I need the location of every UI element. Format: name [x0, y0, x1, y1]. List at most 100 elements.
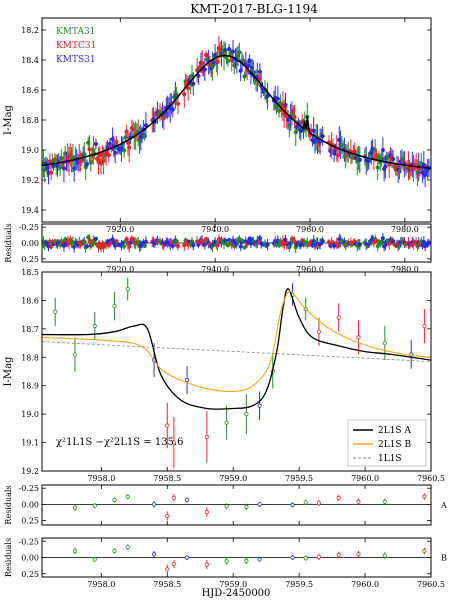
- data-point: [92, 503, 97, 508]
- y-tick-label: 19.2: [21, 467, 39, 476]
- data-point: [61, 166, 67, 171]
- data-point: [202, 242, 207, 247]
- data-point: [106, 243, 111, 248]
- data-point: [247, 58, 252, 63]
- data-point: [84, 162, 90, 167]
- y-tick-label: 18.6: [21, 86, 39, 95]
- data-point: [422, 494, 427, 499]
- data-point: [320, 238, 325, 244]
- y-axis-label: I-Mag: [3, 104, 14, 135]
- side-label-B: B: [441, 554, 447, 563]
- x-tick-label: 7959.5: [285, 474, 313, 483]
- legend-label: 2L1S A: [378, 426, 411, 436]
- data-point: [171, 440, 176, 445]
- data-point: [171, 561, 176, 567]
- data-point: [290, 502, 295, 508]
- x-tick-label: 7958.5: [153, 580, 181, 589]
- data-point: [204, 434, 209, 439]
- y-tick-label: 18.8: [21, 353, 39, 362]
- x-tick-label: 7940.0: [201, 265, 229, 274]
- y-tick-label: 18.6: [21, 296, 39, 305]
- data-point: [257, 502, 262, 507]
- data-point: [237, 50, 242, 55]
- data-point: [336, 552, 341, 558]
- data-point: [244, 558, 249, 563]
- x-tick-label: 7960.0: [296, 225, 324, 234]
- x-tick-label: 7958.5: [153, 474, 181, 483]
- y-tick-label: -0.25: [18, 537, 39, 546]
- data-point: [225, 243, 230, 248]
- data-point: [186, 86, 191, 91]
- chi2-annotation: χ²1L1S −χ²2L1S = 135.6: [56, 437, 184, 448]
- data-point: [204, 509, 209, 515]
- y-axis-label: Residuals: [4, 485, 13, 524]
- data-point: [316, 500, 322, 506]
- data-point: [92, 323, 97, 329]
- data-point: [366, 158, 371, 164]
- data-point: [113, 150, 118, 155]
- data-point: [72, 505, 78, 510]
- model-curve: [42, 54, 431, 170]
- data-point: [143, 239, 148, 244]
- y-tick-label: -0.25: [18, 484, 39, 493]
- panel-top-residuals-frame: [41, 223, 432, 263]
- data-point: [382, 553, 387, 558]
- data-point: [87, 238, 92, 243]
- data-point: [225, 58, 230, 64]
- data-point: [390, 157, 396, 162]
- data-point: [230, 238, 236, 243]
- data-point: [422, 323, 427, 329]
- data-point: [49, 244, 54, 249]
- data-point: [49, 170, 54, 175]
- y-tick-label: 18.8: [21, 116, 39, 125]
- y-tick-label: 0.00: [21, 239, 39, 248]
- data-point: [356, 499, 361, 504]
- data-point: [127, 145, 132, 150]
- zoom-plot: [42, 277, 431, 469]
- data-point: [382, 340, 387, 346]
- y-tick-label: 19.0: [21, 146, 39, 155]
- y-tick-label: 0.25: [21, 255, 39, 264]
- data-point: [227, 46, 232, 52]
- data-point: [257, 69, 262, 74]
- data-point: [224, 420, 229, 425]
- x-tick-label: 7960.5: [417, 580, 445, 589]
- data-point: [184, 377, 190, 383]
- y-tick-label: 0.00: [21, 500, 39, 509]
- data-point: [375, 243, 380, 249]
- x-tick-label: 7960.5: [417, 474, 445, 483]
- y-tick-label: 18.5: [21, 268, 39, 277]
- y-tick-label: -0.25: [18, 223, 39, 232]
- data-point: [175, 101, 181, 106]
- data-point: [61, 243, 67, 248]
- y-tick-label: 0.25: [21, 570, 39, 579]
- data-point: [224, 559, 229, 564]
- data-point: [165, 513, 170, 519]
- data-point: [336, 315, 341, 320]
- data-point: [175, 243, 181, 249]
- figure-title: KMT-2017-BLG-1194: [190, 2, 318, 16]
- x-tick-label: 7958.0: [87, 580, 115, 589]
- data-point: [352, 149, 357, 154]
- panel-top-frame: [41, 17, 432, 223]
- model-2l1s-b: [42, 290, 431, 393]
- data-point: [241, 58, 246, 63]
- data-point: [72, 548, 78, 554]
- y-axis-label: Residuals: [4, 538, 13, 577]
- data-point: [316, 554, 322, 559]
- data-point: [244, 504, 249, 510]
- data-point: [230, 49, 236, 54]
- data-point: [112, 548, 117, 554]
- data-point: [356, 552, 361, 557]
- data-point: [184, 497, 190, 502]
- data-point: [237, 237, 242, 242]
- panel-res-A-frame: [41, 484, 432, 526]
- x-tick-label: 7980.0: [391, 225, 419, 234]
- data-point: [335, 243, 341, 249]
- data-point: [380, 236, 385, 241]
- y-tick-label: 19.1: [21, 439, 39, 448]
- data-point: [303, 500, 308, 505]
- data-point: [87, 147, 92, 152]
- data-point: [92, 557, 97, 562]
